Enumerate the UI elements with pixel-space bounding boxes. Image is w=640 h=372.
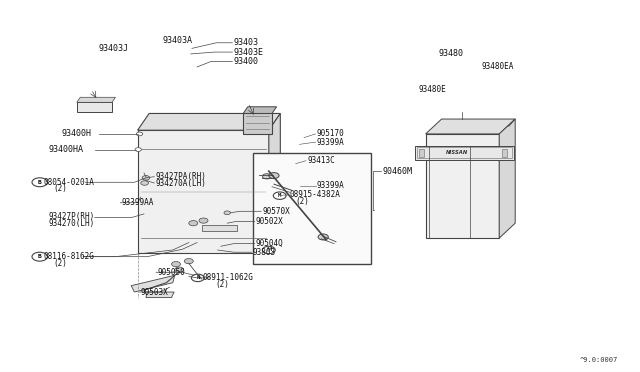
Text: B: B xyxy=(38,254,42,259)
Circle shape xyxy=(269,173,279,179)
Polygon shape xyxy=(131,275,175,292)
Text: 93480EA: 93480EA xyxy=(481,62,514,71)
Bar xyxy=(415,146,514,160)
Text: (2): (2) xyxy=(54,259,68,268)
Text: 08116-8162G: 08116-8162G xyxy=(44,252,94,261)
Text: 93480: 93480 xyxy=(438,49,464,58)
Text: (2): (2) xyxy=(215,280,229,289)
Text: 93427PA(RH): 93427PA(RH) xyxy=(156,172,206,181)
Circle shape xyxy=(136,132,143,136)
Text: 905050: 905050 xyxy=(157,268,185,277)
Text: B: B xyxy=(38,180,42,185)
Polygon shape xyxy=(243,107,276,113)
Circle shape xyxy=(172,262,180,267)
Circle shape xyxy=(224,211,230,215)
Text: 93403E: 93403E xyxy=(234,48,264,57)
Text: 93413C: 93413C xyxy=(307,156,335,165)
Text: 90502X: 90502X xyxy=(256,217,284,226)
Text: 93399A: 93399A xyxy=(317,182,344,190)
Bar xyxy=(253,153,371,264)
Text: 90504Q: 90504Q xyxy=(256,239,284,248)
Text: M: M xyxy=(266,247,271,253)
Polygon shape xyxy=(426,119,515,134)
Text: 93403A: 93403A xyxy=(163,36,193,45)
Text: 08054-0201A: 08054-0201A xyxy=(44,178,94,187)
Text: 90503X: 90503X xyxy=(141,288,168,296)
Text: 93399AA: 93399AA xyxy=(122,198,154,207)
Text: 934270A(LH): 934270A(LH) xyxy=(156,179,206,187)
Circle shape xyxy=(262,246,275,254)
Bar xyxy=(502,149,507,157)
Text: ^9.0:0007: ^9.0:0007 xyxy=(579,357,618,363)
Circle shape xyxy=(191,274,204,282)
Polygon shape xyxy=(146,292,174,298)
Text: 93399A: 93399A xyxy=(317,138,344,147)
Circle shape xyxy=(32,178,47,187)
Text: N: N xyxy=(196,275,200,280)
Polygon shape xyxy=(138,130,269,253)
Polygon shape xyxy=(243,113,272,134)
Text: 93400: 93400 xyxy=(234,57,259,66)
Circle shape xyxy=(273,192,286,199)
Bar xyxy=(419,149,424,157)
Circle shape xyxy=(189,221,198,226)
Text: NISSAN: NISSAN xyxy=(446,150,468,155)
Text: 08911-1062G: 08911-1062G xyxy=(202,273,253,282)
Circle shape xyxy=(141,181,148,185)
Circle shape xyxy=(135,148,141,151)
Text: 90570X: 90570X xyxy=(262,207,290,216)
Text: 93403: 93403 xyxy=(234,38,259,47)
Polygon shape xyxy=(269,113,280,253)
Circle shape xyxy=(32,252,47,261)
Text: 08915-4382A: 08915-4382A xyxy=(289,190,340,199)
Text: 905170: 905170 xyxy=(317,129,344,138)
Circle shape xyxy=(175,267,184,272)
Polygon shape xyxy=(77,102,112,112)
Polygon shape xyxy=(138,113,280,130)
Text: 93480E: 93480E xyxy=(419,85,446,94)
Circle shape xyxy=(184,259,193,264)
Text: 93427P(RH): 93427P(RH) xyxy=(49,212,95,221)
Text: M: M xyxy=(278,193,282,198)
Circle shape xyxy=(199,218,208,223)
Text: 93400HA: 93400HA xyxy=(49,145,84,154)
Text: 93400H: 93400H xyxy=(61,129,92,138)
Polygon shape xyxy=(77,97,115,102)
Polygon shape xyxy=(499,119,515,238)
Bar xyxy=(417,147,512,158)
Circle shape xyxy=(262,174,271,179)
Circle shape xyxy=(318,234,328,240)
Text: (2): (2) xyxy=(54,185,68,193)
Bar xyxy=(202,225,237,231)
Circle shape xyxy=(142,176,150,180)
Text: 934270(LH): 934270(LH) xyxy=(49,219,95,228)
Text: (2): (2) xyxy=(296,197,310,206)
Text: 93803: 93803 xyxy=(253,248,276,257)
Text: 93403J: 93403J xyxy=(99,44,129,53)
Bar xyxy=(426,134,499,238)
Text: 90460M: 90460M xyxy=(383,167,413,176)
